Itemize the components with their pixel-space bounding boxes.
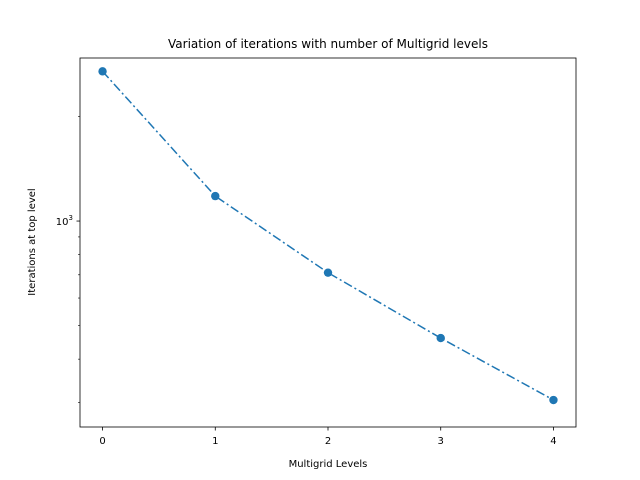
y-axis-label: Iterations at top level (27, 188, 38, 295)
x-tick-label: 1 (212, 436, 218, 447)
x-tick-label: 3 (438, 436, 444, 447)
x-tick-label: 0 (99, 436, 105, 447)
x-axis-ticks: 0 1 2 3 4 (99, 427, 557, 447)
y-minor-ticks (78, 116, 80, 403)
data-point (98, 67, 107, 76)
data-point (211, 191, 220, 201)
chart-title: Variation of iterations with number of M… (168, 37, 488, 51)
x-axis-label: Multigrid Levels (289, 459, 368, 470)
x-tick-label: 4 (550, 436, 556, 447)
series-line (101, 70, 554, 401)
data-point (436, 333, 445, 343)
y-major-ticks: 103 (56, 214, 80, 228)
y-tick-label: 103 (56, 214, 73, 228)
plot-area: 103 0 1 2 3 4 (56, 57, 577, 447)
data-point (323, 268, 333, 277)
x-tick-label: 2 (325, 436, 331, 447)
series-layer (98, 67, 558, 405)
data-point (549, 395, 558, 405)
